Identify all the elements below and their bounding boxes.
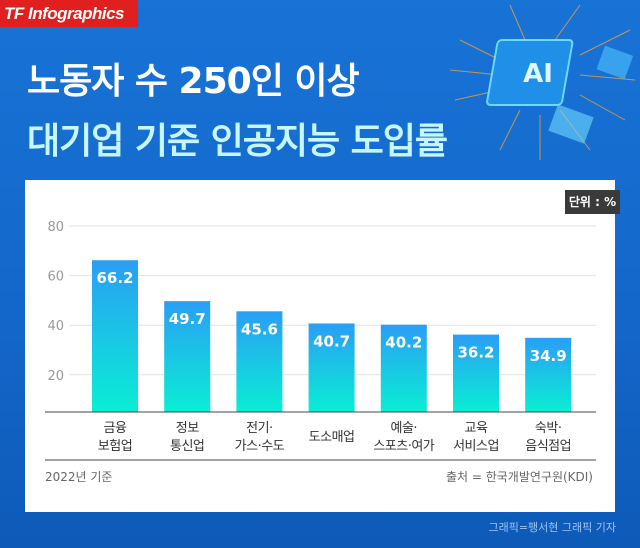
x-category-label: 예술·: [391, 421, 418, 436]
x-category-label: 가스·수도: [235, 439, 285, 454]
data-label: 66.2: [96, 269, 133, 287]
x-category-label: 금융: [104, 421, 127, 436]
bar: [164, 301, 211, 412]
x-category-label: 도소매업: [309, 430, 355, 445]
unit-label: 단위 : %: [565, 190, 620, 214]
x-category-label: 숙박·: [535, 421, 562, 436]
y-tick-label: 80: [47, 220, 64, 235]
y-tick-label: 40: [47, 319, 64, 334]
bar: [92, 260, 138, 412]
bar: [453, 334, 499, 412]
bar: [380, 324, 427, 412]
data-label: 40.7: [313, 332, 350, 350]
data-label: 34.9: [530, 347, 567, 365]
source-note: 출처 = 한국개발연구원(KDI): [445, 470, 593, 484]
x-category-label: 음식점업: [525, 439, 571, 454]
bar: [525, 337, 572, 412]
chip-label: AI: [523, 59, 553, 89]
data-label: 36.2: [457, 344, 494, 362]
x-category-label: 전기·: [246, 421, 273, 436]
x-category-label: 스포츠·여가: [373, 439, 434, 454]
x-category-label: 통신업: [170, 439, 204, 454]
data-label: 49.7: [169, 310, 206, 328]
x-category-label: 교육: [465, 421, 488, 436]
data-label: 45.6: [241, 320, 278, 338]
ai-chip-illustration: AI: [449, 4, 636, 160]
title-line-2: 대기업 기준 인공지능 도입률: [27, 121, 448, 162]
bar: [236, 311, 283, 412]
y-tick-label: 20: [47, 369, 64, 384]
y-tick-label: 60: [47, 270, 64, 285]
x-category-label: 보험업: [98, 439, 132, 454]
data-label: 40.2: [385, 334, 422, 352]
bar: [308, 323, 355, 412]
x-category-label: 정보: [176, 421, 199, 436]
brand-badge: TF Infographics: [0, 0, 138, 27]
graphic-credit: 그래픽=팽서현 그래픽 기자: [488, 521, 616, 534]
base-year-note: 2022년 기준: [45, 470, 113, 484]
x-category-label: 서비스업: [453, 439, 499, 454]
title-line-1: 노동자 수 250인 이상: [27, 61, 360, 102]
